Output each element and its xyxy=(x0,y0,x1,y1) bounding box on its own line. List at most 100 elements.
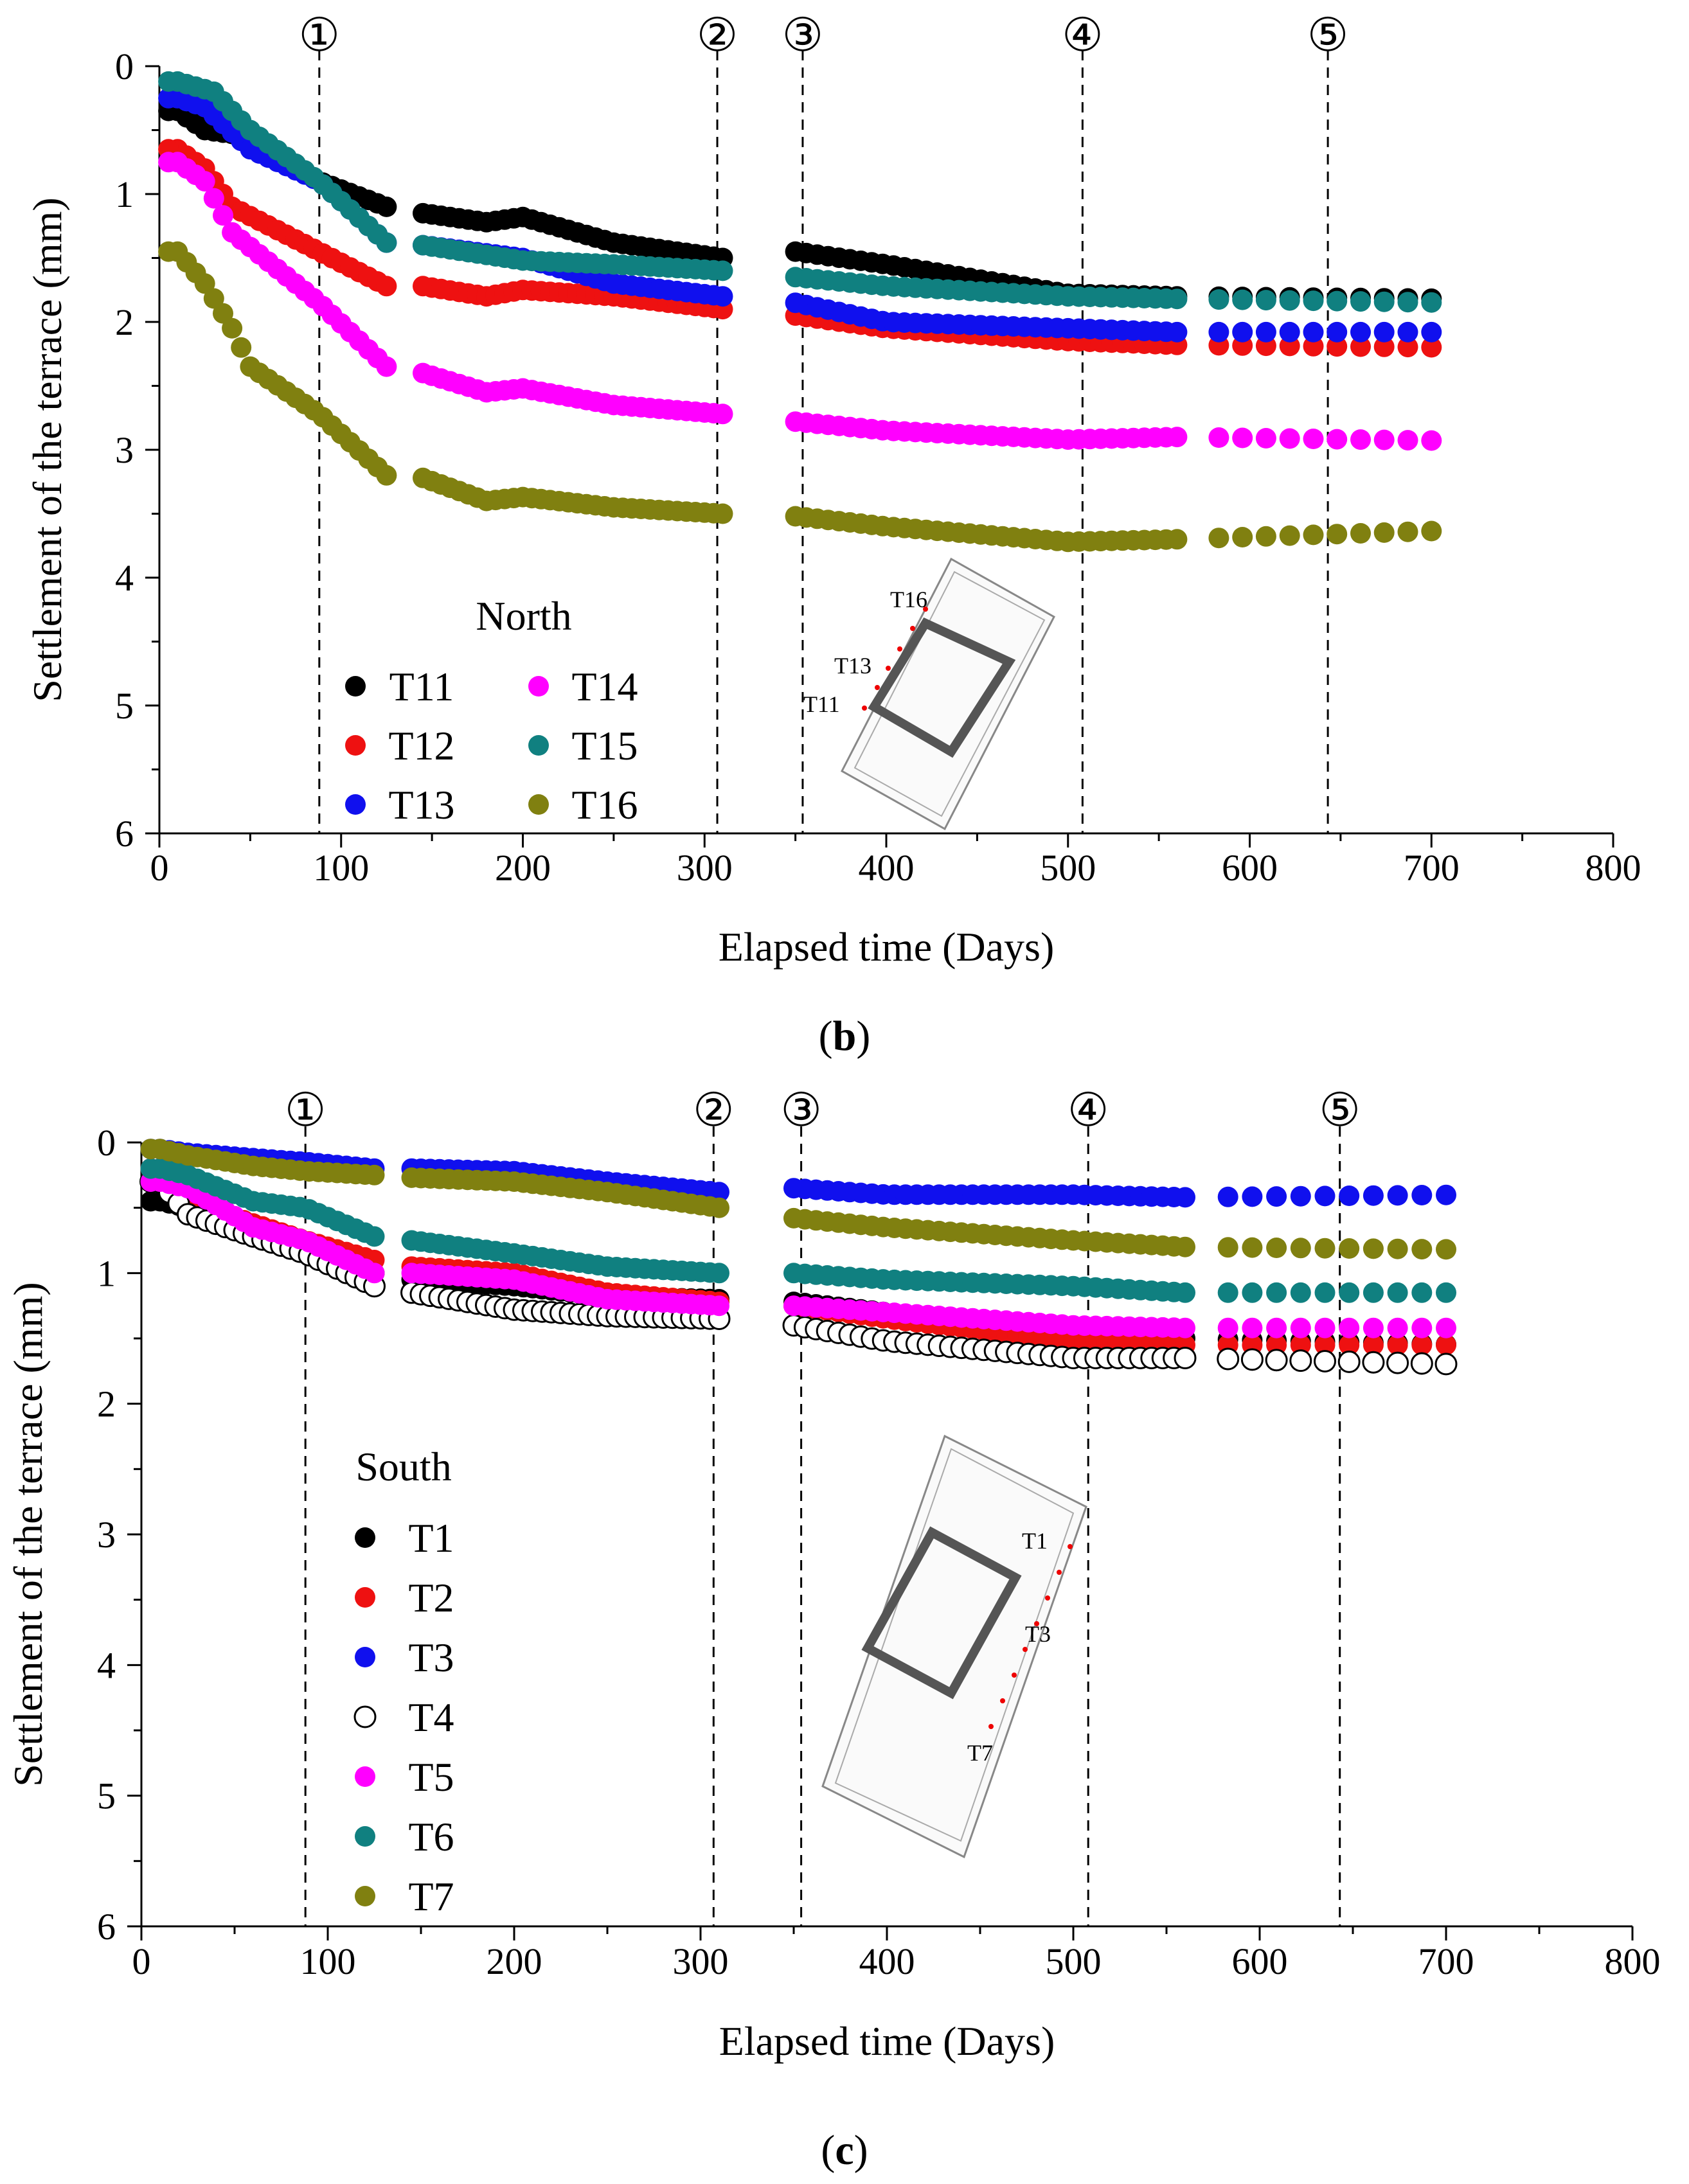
x-tick-label: 400 xyxy=(859,847,915,889)
data-point xyxy=(1411,1335,1433,1356)
data-point xyxy=(1387,1185,1408,1206)
data-point xyxy=(140,1139,161,1160)
data-point xyxy=(1397,521,1418,542)
data-point xyxy=(376,232,397,253)
x-tick-label: 0 xyxy=(150,847,169,889)
data-point xyxy=(1232,527,1253,547)
data-point xyxy=(1411,1239,1433,1260)
data-point xyxy=(158,241,179,262)
data-point xyxy=(140,1158,161,1179)
data-point xyxy=(1327,290,1348,312)
inset-label-t11: T11 xyxy=(803,691,840,717)
x-tick-label: 300 xyxy=(673,1940,729,1982)
stage-label: ② xyxy=(693,1086,735,1136)
data-point xyxy=(1436,1282,1456,1303)
inset-label-t16: T16 xyxy=(890,587,927,612)
x-tick-label: 100 xyxy=(313,847,369,889)
legend-marker xyxy=(355,1527,375,1548)
data-point xyxy=(1208,289,1229,310)
series-t6 xyxy=(140,1158,1456,1303)
data-point xyxy=(1337,1350,1361,1373)
data-point xyxy=(1303,290,1324,312)
data-point xyxy=(1327,524,1348,545)
y-axis-title: Settlement of the terrace (mm) xyxy=(24,197,70,702)
x-tick-label: 700 xyxy=(1418,1940,1474,1982)
data-point xyxy=(1208,528,1229,549)
y-tick-label: 4 xyxy=(115,557,134,599)
data-point xyxy=(1339,1282,1360,1303)
inset-building-outline xyxy=(821,1434,1087,1859)
data-point xyxy=(1373,429,1395,450)
inset-label-t1: T1 xyxy=(1022,1528,1048,1554)
y-tick-label: 1 xyxy=(97,1252,116,1294)
legend-marker xyxy=(345,735,366,756)
data-point xyxy=(1166,529,1188,550)
data-point xyxy=(1339,1335,1360,1356)
data-point xyxy=(1421,337,1442,358)
data-point xyxy=(1266,1238,1287,1258)
data-point xyxy=(1166,289,1188,310)
x-tick-label: 200 xyxy=(495,847,551,889)
series-t16 xyxy=(158,241,1442,553)
data-point xyxy=(1314,1282,1336,1303)
data-point xyxy=(1363,1335,1384,1356)
x-tick-label: 800 xyxy=(1605,1940,1661,1982)
inset-point xyxy=(1057,1570,1062,1575)
legend-marker xyxy=(355,1826,375,1847)
legend-marker xyxy=(355,1886,375,1906)
y-tick-label: 1 xyxy=(115,173,134,215)
data-point xyxy=(1421,520,1442,542)
data-point xyxy=(1436,1317,1456,1338)
data-point xyxy=(1303,335,1324,357)
data-point xyxy=(1362,1351,1385,1374)
inset-courtyard xyxy=(861,1526,1022,1700)
data-point xyxy=(1397,337,1418,358)
data-point xyxy=(158,87,179,109)
data-point xyxy=(1232,427,1253,448)
data-point xyxy=(1410,1352,1433,1375)
legend-label: T3 xyxy=(408,1635,454,1680)
data-point xyxy=(1175,1317,1195,1338)
data-point xyxy=(376,196,397,217)
data-point xyxy=(1279,321,1300,342)
data-point xyxy=(1387,1335,1408,1356)
y-tick-label: 3 xyxy=(97,1514,116,1556)
x-tick-label: 500 xyxy=(1046,1940,1102,1982)
inset-point xyxy=(875,685,880,690)
y-tick-label: 0 xyxy=(115,46,134,87)
data-point xyxy=(1175,1282,1195,1303)
inset-point xyxy=(1045,1595,1050,1601)
data-point xyxy=(1255,321,1276,342)
data-point xyxy=(1387,1317,1408,1338)
data-point xyxy=(1350,523,1371,544)
y-tick-label: 5 xyxy=(97,1775,116,1817)
data-point xyxy=(1386,1351,1409,1374)
data-point xyxy=(1436,1335,1456,1356)
chart-panel-c: 0 100 200 300 400 500 600 700 800 0 1 2 3 4 5 6 Elapsed … xyxy=(0,1086,1689,2184)
data-point xyxy=(1436,1239,1456,1260)
data-point xyxy=(712,503,733,524)
stage-label: ⑤ xyxy=(1307,10,1349,61)
data-point xyxy=(1290,1185,1311,1207)
stage-label: ② xyxy=(697,10,738,61)
data-point xyxy=(1397,292,1418,313)
y-tick-label: 2 xyxy=(97,1383,116,1425)
panel-caption-c: (c) xyxy=(821,2127,868,2174)
legend-label: T2 xyxy=(408,1575,454,1620)
inset-point xyxy=(1012,1673,1017,1678)
x-tick-label: 400 xyxy=(859,1940,915,1982)
data-point xyxy=(1373,291,1395,312)
data-point xyxy=(1350,429,1371,450)
data-point xyxy=(1175,1187,1195,1208)
data-point xyxy=(1175,1236,1195,1257)
legend-marker xyxy=(345,794,366,815)
data-point xyxy=(1217,1317,1238,1338)
data-point xyxy=(1279,290,1300,311)
data-point xyxy=(140,1191,161,1212)
data-point xyxy=(1208,321,1229,342)
stage-label: ③ xyxy=(780,1086,822,1136)
data-point xyxy=(709,1263,729,1284)
data-point xyxy=(1350,336,1371,357)
data-point xyxy=(1217,1282,1238,1303)
x-axis-title: Elapsed time (Days) xyxy=(719,2018,1055,2064)
